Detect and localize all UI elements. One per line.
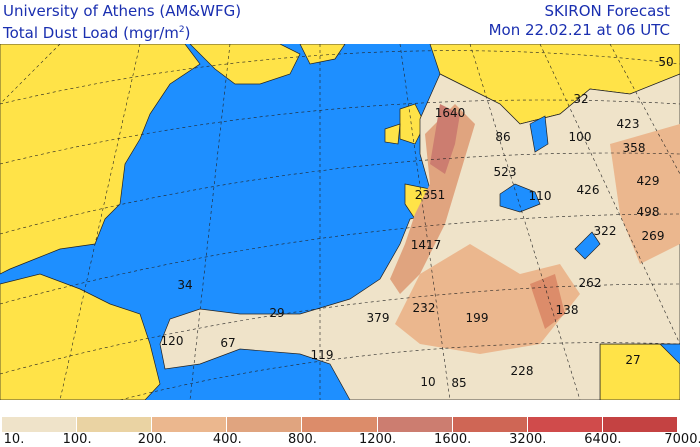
dust-value-label: 379 — [366, 311, 390, 325]
dust-value-label: 110 — [528, 189, 552, 203]
dust-value-label: 228 — [510, 364, 534, 378]
legend-ticks: 10. 100. 200. 400. 800. 1200. 1600. 3200. 6400. 7… — [0, 432, 700, 447]
legend-tick: 1200. — [358, 432, 397, 447]
dust-value-label: 269 — [641, 229, 665, 243]
legend-tick: 3200. — [509, 432, 547, 447]
dust-value-label: 32 — [573, 92, 589, 106]
dust-value-label: 498 — [636, 205, 660, 219]
dust-value-label: 1417 — [410, 238, 442, 252]
dust-value-label: 100 — [568, 130, 592, 144]
dust-value-label: 1640 — [434, 106, 466, 120]
legend-swatch — [2, 417, 78, 432]
color-legend — [2, 417, 678, 432]
dust-value-label: 119 — [310, 348, 334, 362]
dust-value-label: 34 — [177, 278, 193, 292]
legend-tick: 400. — [212, 432, 242, 447]
legend-swatch — [527, 417, 603, 432]
institution-title: University of Athens (AM&WFG) — [3, 2, 242, 20]
legend-tick: 100. — [62, 432, 92, 447]
variable-end: ) — [184, 24, 191, 42]
legend-swatch — [227, 417, 303, 432]
dust-value-label: 423 — [616, 117, 640, 131]
dust-value-label: 232 — [412, 301, 436, 315]
dust-value-label: 85 — [451, 376, 467, 390]
dust-value-label: 523 — [493, 165, 517, 179]
dust-value-label: 86 — [495, 130, 511, 144]
variable-sup: 2 — [178, 25, 185, 35]
legend-tick: 6400. — [584, 432, 622, 447]
dust-value-label: 120 — [160, 334, 184, 348]
forecast-title: SKIRON Forecast — [544, 2, 670, 20]
legend-tick: 7000. — [664, 432, 700, 447]
valid-time: Mon 22.02.21 at 06 UTC — [488, 21, 670, 39]
graticule — [0, 44, 680, 400]
legend-swatch — [602, 417, 678, 432]
dust-value-label: 199 — [465, 311, 489, 325]
variable-text: Total Dust Load (mgr/m — [3, 24, 179, 42]
dust-value-label: 138 — [555, 303, 579, 317]
dust-map — [0, 44, 680, 400]
dust-value-label: 358 — [622, 141, 646, 155]
dust-regions — [159, 73, 680, 400]
dust-value-label: 29 — [269, 306, 285, 320]
dust-value-label: 262 — [578, 276, 602, 290]
legend-tick: 800. — [287, 432, 317, 447]
dust-value-label: 10 — [420, 375, 436, 389]
legend-swatch — [377, 417, 453, 432]
legend-tick: 10. — [3, 432, 25, 447]
legend-tick: 1600. — [434, 432, 472, 447]
dust-value-label: 426 — [576, 183, 600, 197]
dust-value-label: 50 — [658, 55, 674, 69]
dust-value-label: 429 — [636, 174, 660, 188]
dust-value-label: 322 — [593, 224, 617, 238]
variable-title: Total Dust Load (mgr/m2) — [3, 21, 191, 42]
legend-tick: 200. — [137, 432, 167, 447]
legend-swatch — [302, 417, 378, 432]
dust-value-label: 27 — [625, 353, 641, 367]
dust-value-label: 2351 — [414, 188, 446, 202]
legend-swatch — [152, 417, 228, 432]
legend-swatch — [452, 417, 528, 432]
dust-value-label: 67 — [220, 336, 236, 350]
legend-swatch — [77, 417, 153, 432]
